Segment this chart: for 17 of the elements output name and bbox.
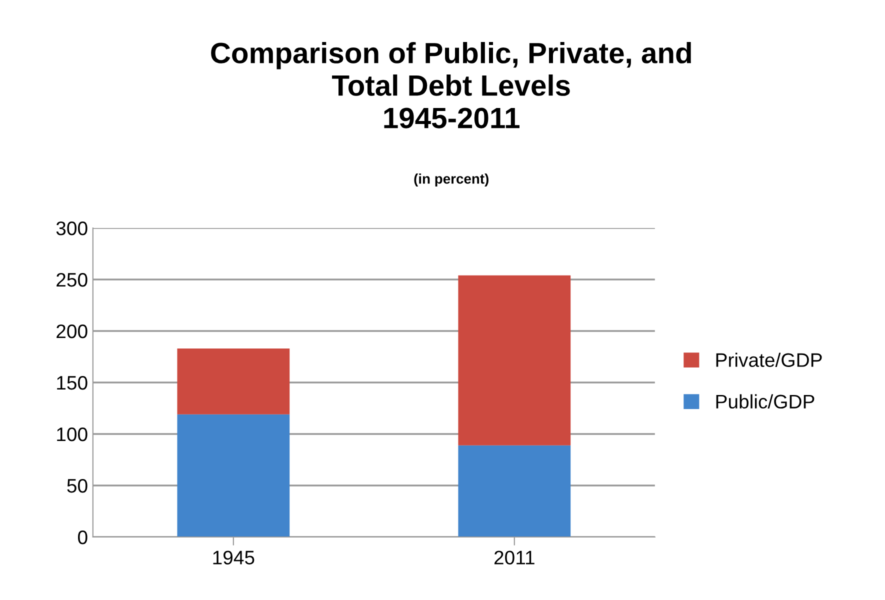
y-tick-label: 200 — [56, 324, 88, 338]
y-tick-label: 0 — [78, 530, 88, 544]
chart-title: Comparison of Public, Private, and Total Debt Levels 1945-2011 — [211, 42, 691, 128]
x-tick-label: 2011 — [494, 550, 534, 564]
bar — [458, 275, 571, 446]
y-tick-label: 100 — [57, 427, 88, 442]
bar — [177, 348, 290, 414]
y-tick-label: 250 — [56, 272, 88, 287]
y-tick-label: 50 — [67, 478, 88, 493]
bar — [458, 445, 571, 537]
legend-label: Private/GDP — [716, 352, 822, 367]
chart-subtitle: (in percent) — [414, 174, 488, 186]
bar — [177, 414, 290, 537]
legend-label: Public/GDP — [716, 394, 814, 409]
y-tick-label: 150 — [57, 376, 88, 390]
y-tick-label: 300 — [56, 221, 88, 236]
x-tick-label: 1945 — [213, 550, 254, 564]
